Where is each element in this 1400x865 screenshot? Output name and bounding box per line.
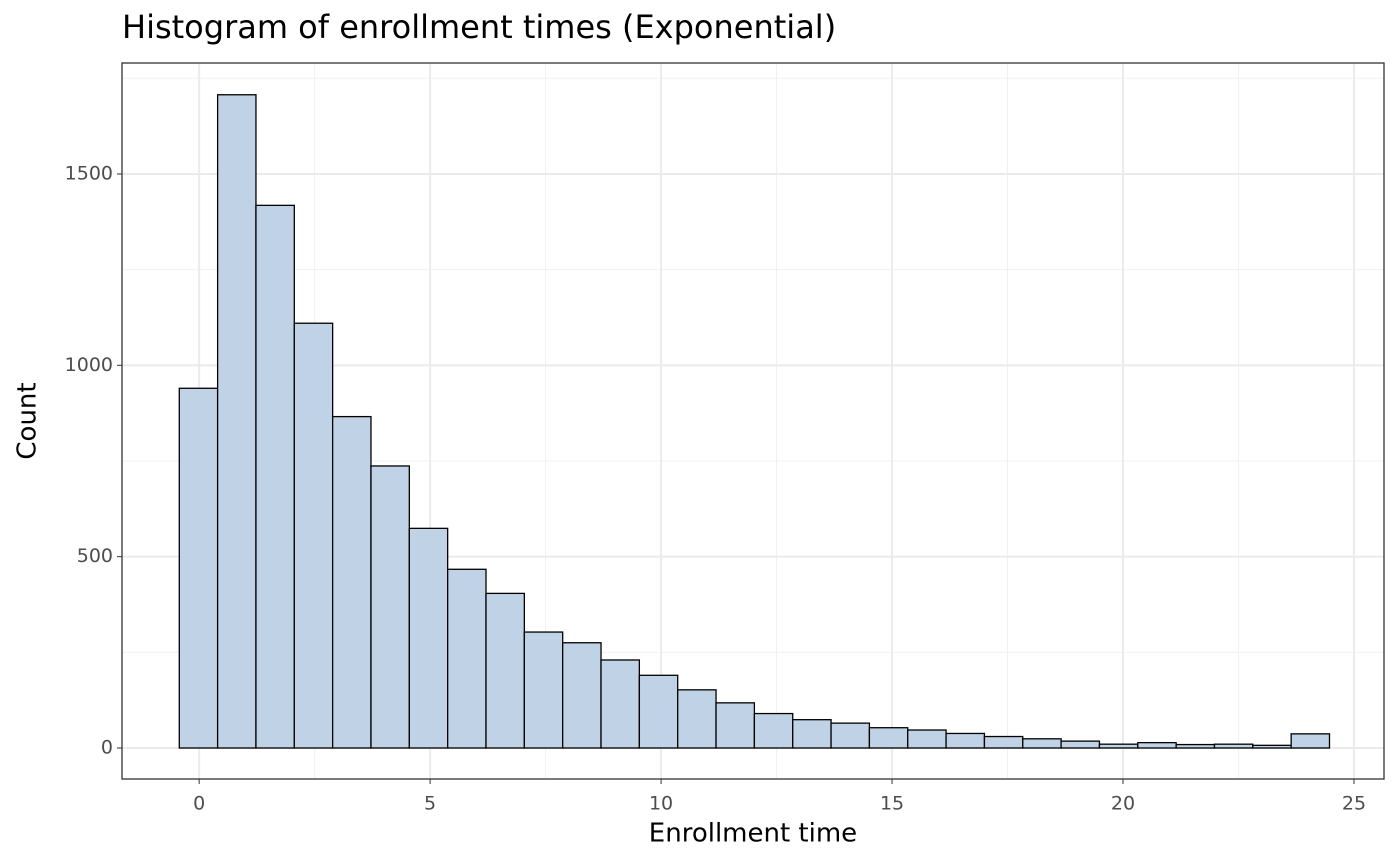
y-tick-label: 1000	[65, 354, 113, 376]
bar	[983, 735, 1024, 749]
y-axis-label: Count	[13, 382, 43, 459]
y-tick-label: 0	[101, 737, 113, 759]
x-tick-label: 15	[880, 793, 904, 815]
bar	[907, 729, 947, 749]
bar	[485, 592, 525, 749]
bar	[216, 94, 257, 749]
y-tick-label: 1500	[65, 162, 113, 184]
chart-title: Histogram of enrollment times (Exponenti…	[122, 8, 836, 46]
x-tick-label: 10	[649, 793, 673, 815]
bar	[1252, 744, 1292, 749]
bar	[1060, 740, 1101, 749]
bar	[1098, 743, 1139, 749]
bar	[331, 415, 372, 749]
bar	[677, 689, 717, 749]
x-tick-label: 25	[1342, 793, 1366, 815]
x-axis-label: Enrollment time	[649, 819, 857, 849]
bar	[255, 204, 295, 749]
bar	[715, 702, 756, 749]
plot-border	[121, 62, 1385, 780]
bar	[370, 465, 410, 749]
bar	[523, 631, 564, 749]
y-tick-label: 500	[77, 545, 113, 567]
bar	[1213, 743, 1254, 749]
bar	[868, 727, 909, 749]
bar	[792, 719, 832, 749]
bar	[1022, 738, 1062, 749]
bar	[753, 712, 794, 749]
x-tick-label: 20	[1111, 793, 1135, 815]
bar	[1175, 743, 1216, 749]
x-tick-label: 0	[193, 793, 205, 815]
bar	[945, 732, 986, 749]
bar	[830, 722, 871, 749]
bar	[600, 659, 641, 749]
bar	[1290, 733, 1331, 749]
bar	[638, 674, 679, 749]
bar	[447, 568, 487, 749]
x-tick-label: 5	[424, 793, 436, 815]
bar	[293, 322, 334, 749]
bar	[1137, 741, 1177, 749]
bar	[562, 642, 602, 749]
bar	[408, 527, 449, 749]
bar	[178, 387, 219, 749]
